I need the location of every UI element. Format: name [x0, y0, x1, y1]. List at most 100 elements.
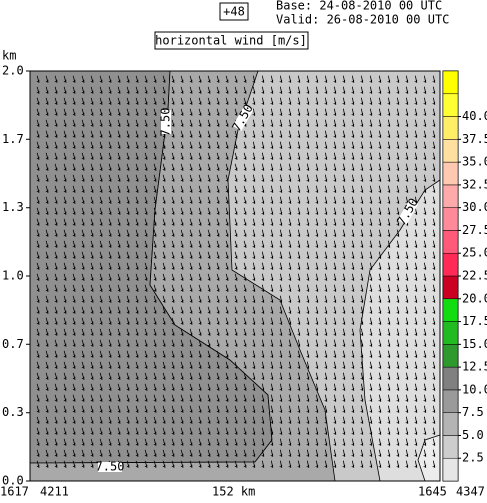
- wind-arrow: [207, 240, 211, 248]
- wind-arrow: [333, 394, 337, 403]
- wind-arrow: [261, 273, 265, 282]
- wind-arrow: [333, 185, 337, 194]
- wind-arrow: [225, 328, 229, 336]
- wind-arrow: [243, 240, 247, 248]
- wind-arrow: [369, 240, 373, 249]
- wind-arrow: [315, 449, 319, 458]
- wind-arrow: [270, 86, 274, 95]
- wind-arrow: [252, 207, 256, 216]
- colorbar-label: 25.0: [462, 246, 487, 260]
- wind-arrow: [72, 240, 76, 248]
- wind-arrow: [153, 130, 157, 138]
- wind-arrow: [144, 75, 148, 83]
- wind-arrow: [342, 196, 346, 205]
- wind-arrow: [360, 130, 364, 139]
- wind-arrow: [117, 449, 121, 457]
- wind-arrow: [180, 317, 184, 325]
- wind-arrow: [315, 251, 319, 260]
- wind-arrow: [351, 152, 355, 161]
- wind-arrow: [378, 273, 382, 282]
- wind-arrow: [297, 372, 301, 381]
- wind-arrow: [306, 196, 310, 205]
- wind-arrow: [234, 251, 238, 259]
- wind-arrow: [252, 196, 256, 205]
- wind-arrow: [369, 317, 373, 326]
- wind-arrow: [288, 372, 292, 381]
- wind-arrow: [117, 361, 121, 369]
- wind-arrow: [270, 339, 274, 348]
- wind-arrow: [261, 152, 265, 161]
- wind-arrow: [270, 229, 274, 238]
- wind-arrow: [261, 405, 265, 414]
- wind-arrow: [207, 185, 211, 193]
- lead-time: +48: [223, 5, 245, 19]
- wind-arrow: [135, 394, 139, 402]
- wind-arrow: [54, 339, 58, 347]
- wind-arrow: [153, 152, 157, 160]
- wind-arrow: [369, 361, 373, 370]
- wind-arrow: [225, 350, 229, 358]
- wind-arrow: [198, 185, 202, 193]
- wind-arrow: [108, 284, 112, 292]
- wind-arrow: [144, 372, 148, 380]
- wind-arrow: [405, 405, 409, 414]
- wind-arrow: [135, 438, 139, 446]
- wind-arrow: [333, 350, 337, 359]
- wind-arrow: [315, 229, 319, 238]
- wind-arrow: [297, 295, 301, 304]
- wind-arrow: [378, 251, 382, 260]
- wind-arrow: [378, 174, 382, 183]
- wind-arrow: [90, 218, 94, 226]
- wind-arrow: [108, 240, 112, 248]
- wind-arrow: [423, 262, 427, 271]
- wind-arrow: [243, 449, 247, 457]
- wind-arrow: [315, 152, 319, 161]
- wind-arrow: [90, 350, 94, 358]
- wind-arrow: [360, 240, 364, 249]
- wind-arrow: [153, 295, 157, 303]
- wind-arrow: [126, 273, 130, 281]
- wind-arrow: [378, 108, 382, 117]
- wind-arrow: [315, 174, 319, 183]
- wind-arrow: [423, 449, 427, 458]
- wind-arrow: [153, 350, 157, 358]
- wind-arrow: [342, 97, 346, 106]
- wind-arrow: [414, 108, 418, 117]
- wind-arrow: [414, 339, 418, 348]
- wind-arrow: [315, 240, 319, 249]
- wind-arrow: [180, 207, 184, 215]
- wind-arrow: [63, 174, 67, 182]
- wind-arrow: [414, 438, 418, 447]
- wind-arrow: [387, 284, 391, 293]
- wind-arrow: [324, 394, 328, 403]
- wind-arrow: [72, 229, 76, 237]
- wind-arrow: [279, 130, 283, 139]
- wind-arrow: [378, 185, 382, 194]
- wind-arrow: [45, 86, 49, 94]
- wind-arrow: [288, 350, 292, 359]
- wind-arrow: [432, 416, 436, 425]
- wind-arrow: [432, 317, 436, 326]
- wind-arrow: [234, 416, 238, 424]
- wind-arrow: [405, 251, 409, 260]
- wind-arrow: [207, 372, 211, 380]
- wind-arrow: [306, 174, 310, 183]
- wind-arrow: [297, 460, 301, 469]
- wind-arrow: [243, 152, 247, 160]
- wind-arrow: [369, 185, 373, 194]
- wind-arrow: [432, 460, 436, 469]
- wind-arrow: [342, 306, 346, 315]
- wind-arrow: [63, 361, 67, 369]
- wind-arrow: [189, 295, 193, 303]
- wind-arrow: [189, 328, 193, 336]
- wind-arrow: [189, 196, 193, 204]
- wind-arrow: [387, 240, 391, 249]
- wind-arrow: [99, 75, 103, 83]
- wind-arrow: [81, 405, 85, 413]
- wind-arrow: [405, 185, 409, 194]
- wind-arrow: [36, 218, 40, 226]
- wind-arrow: [279, 273, 283, 282]
- wind-arrow: [270, 361, 274, 370]
- wind-arrow: [189, 339, 193, 347]
- wind-arrow: [324, 196, 328, 205]
